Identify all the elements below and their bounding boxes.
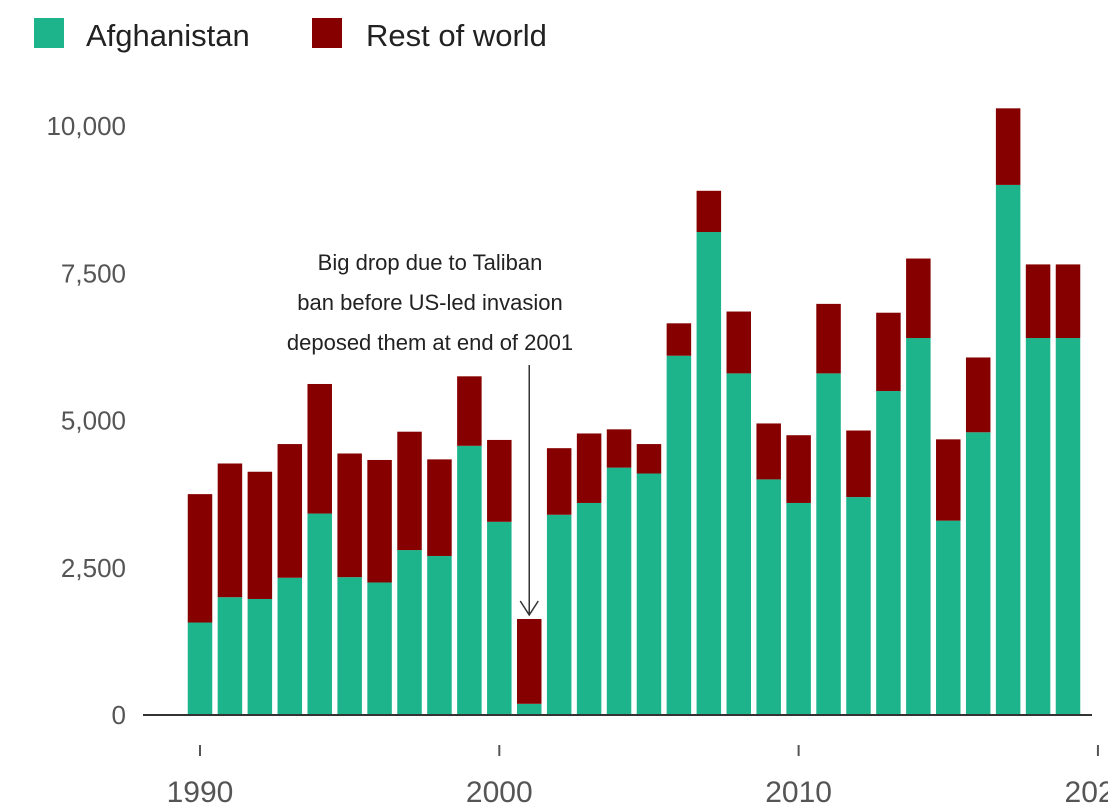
bar-rest-of-world bbox=[726, 311, 752, 374]
bar-afghanistan bbox=[546, 514, 572, 715]
annotation-arrowhead bbox=[519, 600, 539, 617]
bar-afghanistan bbox=[606, 467, 632, 715]
x-tick-label: 1990 bbox=[167, 776, 234, 809]
x-axis: 1990 2000 2010 2020 bbox=[143, 714, 1108, 809]
x-tick-label: 2020 bbox=[1065, 776, 1108, 809]
y-tick-label: 10,000 bbox=[46, 111, 126, 141]
bar-rest-of-world bbox=[756, 423, 781, 480]
y-tick-label: 5,000 bbox=[61, 406, 126, 436]
bar-afghanistan bbox=[965, 432, 991, 715]
bar-rest-of-world bbox=[367, 459, 392, 583]
bar-afghanistan bbox=[906, 338, 931, 715]
bar-afghanistan bbox=[786, 502, 811, 715]
bar-rest-of-world bbox=[666, 323, 692, 356]
legend-label-rest-of-world: Rest of world bbox=[366, 18, 547, 53]
bar-rest-of-world bbox=[576, 433, 602, 503]
bar-afghanistan bbox=[636, 473, 662, 715]
bar-afghanistan bbox=[1025, 338, 1051, 715]
bar-rest-of-world bbox=[546, 448, 572, 515]
bar-rest-of-world bbox=[606, 429, 632, 468]
bar-afghanistan bbox=[995, 184, 1021, 715]
legend-swatch-rest-of-world bbox=[312, 18, 342, 48]
x-tick-label: 2000 bbox=[466, 776, 533, 809]
bar-rest-of-world bbox=[1025, 264, 1051, 339]
bar-afghanistan bbox=[576, 502, 602, 715]
bar-rest-of-world bbox=[247, 471, 273, 599]
bar-rest-of-world bbox=[1055, 264, 1081, 339]
bar-rest-of-world bbox=[696, 190, 722, 233]
bar-afghanistan bbox=[457, 445, 482, 715]
legend-swatch-afghanistan bbox=[34, 18, 64, 48]
bar-rest-of-world bbox=[427, 459, 452, 556]
bar-afghanistan bbox=[846, 497, 871, 715]
bar-rest-of-world bbox=[277, 444, 303, 578]
bar-afghanistan bbox=[756, 479, 781, 715]
bar-rest-of-world bbox=[936, 439, 961, 521]
bar-rest-of-world bbox=[217, 463, 243, 598]
bar-afghanistan bbox=[187, 622, 213, 715]
x-tick-label: 2010 bbox=[765, 776, 832, 809]
bar-rest-of-world bbox=[816, 303, 841, 374]
bar-afghanistan bbox=[516, 703, 542, 715]
bar-afghanistan bbox=[247, 598, 273, 715]
bar-rest-of-world bbox=[846, 430, 871, 498]
bar-rest-of-world bbox=[636, 444, 662, 474]
bar-afghanistan bbox=[217, 597, 243, 715]
bars bbox=[187, 108, 1081, 715]
annotation-text: Big drop due to Taliban bbox=[318, 250, 543, 275]
legend: Afghanistan Rest of world bbox=[34, 18, 547, 53]
annotation-text: deposed them at end of 2001 bbox=[287, 330, 573, 355]
annotation: Big drop due to Taliban ban before US-led… bbox=[287, 250, 573, 617]
bar-rest-of-world bbox=[906, 258, 931, 339]
bar-afghanistan bbox=[277, 577, 303, 715]
bar-afghanistan bbox=[876, 391, 901, 715]
bar-afghanistan bbox=[337, 577, 362, 715]
bar-afghanistan bbox=[816, 373, 841, 715]
bar-rest-of-world bbox=[516, 618, 542, 704]
bar-afghanistan bbox=[487, 521, 512, 715]
bar-afghanistan bbox=[666, 355, 692, 715]
bar-rest-of-world bbox=[457, 376, 482, 446]
annotation-text: ban before US-led invasion bbox=[297, 290, 562, 315]
bar-rest-of-world bbox=[307, 383, 332, 514]
y-tick-label: 2,500 bbox=[61, 553, 126, 583]
y-tick-label: 7,500 bbox=[61, 258, 126, 288]
bar-afghanistan bbox=[936, 520, 961, 715]
bar-rest-of-world bbox=[786, 435, 811, 503]
y-tick-label: 0 bbox=[112, 700, 126, 730]
y-axis: 0 2,500 5,000 7,500 10,000 bbox=[46, 111, 126, 730]
bar-rest-of-world bbox=[876, 312, 901, 392]
bar-afghanistan bbox=[1055, 338, 1081, 715]
bar-afghanistan bbox=[696, 232, 722, 715]
bar-afghanistan bbox=[726, 373, 752, 715]
bar-afghanistan bbox=[397, 550, 422, 715]
bar-afghanistan bbox=[427, 555, 452, 715]
bar-rest-of-world bbox=[397, 431, 422, 551]
bar-rest-of-world bbox=[187, 494, 213, 623]
bar-rest-of-world bbox=[995, 108, 1021, 185]
bar-rest-of-world bbox=[337, 453, 362, 578]
bar-rest-of-world bbox=[487, 439, 512, 522]
bar-afghanistan bbox=[307, 513, 332, 715]
bar-afghanistan bbox=[367, 582, 392, 715]
legend-label-afghanistan: Afghanistan bbox=[86, 18, 250, 53]
bar-rest-of-world bbox=[965, 357, 991, 433]
